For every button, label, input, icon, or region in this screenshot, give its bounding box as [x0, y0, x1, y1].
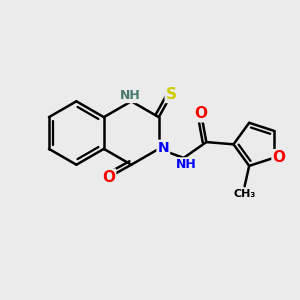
Text: CH₃: CH₃ [233, 189, 256, 199]
Text: NH: NH [176, 158, 196, 171]
Text: O: O [102, 170, 115, 185]
Text: NH: NH [120, 89, 141, 102]
Text: S: S [166, 87, 177, 102]
Text: O: O [272, 150, 286, 165]
Text: N: N [158, 141, 169, 155]
Text: O: O [194, 106, 207, 121]
